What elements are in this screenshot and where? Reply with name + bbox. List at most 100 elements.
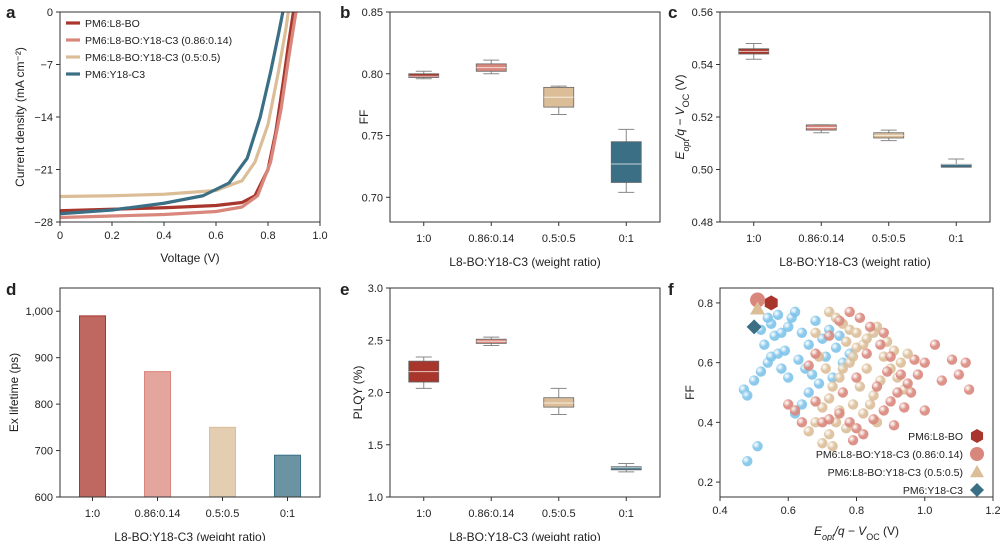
panel-f-scatter-point xyxy=(783,372,794,383)
panel-f-scatter-point xyxy=(851,327,862,338)
panel-d-bar xyxy=(79,315,106,498)
panel-b-y-tick-label: 0.70 xyxy=(362,192,383,204)
panel-f-scatter-point xyxy=(834,372,845,383)
panel-f-scatter-point xyxy=(919,405,930,416)
panel-f-scatter-point xyxy=(885,351,896,362)
panel-f-scatter-point xyxy=(796,327,808,338)
panel-d-y-tick-label: 1,000 xyxy=(25,306,53,318)
panel-letter-d: d xyxy=(6,280,16,299)
panel-a-y-tick-label: −14 xyxy=(34,112,53,124)
panel-e-y-axis-label: PLQY (%) xyxy=(351,366,365,420)
panel-f-x-axis-label: Eopt/q − VOC (V) xyxy=(814,524,899,541)
panel-c-voltage-loss-boxplot: 0.48 0.50 0.52 0.54 0.56 1:0 0.86:0.14 0.5:0.5 0… xyxy=(673,7,991,269)
panel-f-scatter-point xyxy=(748,375,760,386)
panel-a-y-tick-label: −28 xyxy=(34,217,53,229)
panel-f-scatter-point xyxy=(868,414,879,425)
panel-f-legend-marker xyxy=(970,429,984,443)
panel-f-scatter-point xyxy=(803,426,814,437)
panel-a-y-tick-label: −7 xyxy=(40,60,53,72)
panel-a-jv-curves: 0 −7 −14 −21 −28 0 0.2 0.4 0.6 0.8 1.0 Voltage (V) C… xyxy=(13,7,328,265)
panel-e-x-tick-label: 1:0 xyxy=(416,508,431,520)
panel-f-scatter-point xyxy=(820,363,831,374)
panel-d-y-tick-label: 900 xyxy=(35,353,53,365)
panel-f-legend-label: PM6:L8-BO xyxy=(908,431,963,443)
panel-f-scatter-point xyxy=(796,399,808,410)
panel-f-scatter-point xyxy=(742,390,753,401)
panel-f-scatter-point xyxy=(844,417,855,428)
panel-e-x-tick-label: 0:1 xyxy=(619,508,634,520)
panel-d-x-axis-label: L8-BO:Y18-C3 (weight ratio) xyxy=(114,530,265,541)
panel-c-y-axis-label: Eopt/q − VOC (V) xyxy=(673,74,691,159)
panel-a-x-tick-label: 0.4 xyxy=(156,230,171,242)
panel-f-scatter-point xyxy=(803,360,814,371)
panel-f-scatter-point xyxy=(834,315,845,327)
panel-f-scatter-point xyxy=(824,306,835,318)
panel-f-scatter-point xyxy=(844,306,855,318)
panel-f-scatter-point xyxy=(824,429,835,440)
panel-f-scatter-point xyxy=(810,327,821,338)
panel-f-scatter-point xyxy=(953,369,965,380)
panel-f-scatter-point xyxy=(783,399,794,410)
panel-a-legend-label: PM6:L8-BO:Y18-C3 (0.86:0.14) xyxy=(85,35,232,47)
panel-f-scatter-point xyxy=(847,351,859,362)
panel-f-ff-scatter: 0.2 0.4 0.6 0.8 0.4 0.6 0.8 1.0 1.2 Eopt/q − VOC … xyxy=(683,287,1000,541)
panel-letter-a: a xyxy=(6,3,16,22)
panel-a-legend-label: PM6:Y18-C3 xyxy=(85,69,145,81)
panel-c-x-tick-label: 0:1 xyxy=(949,233,964,245)
panel-f-scatter-point xyxy=(936,375,948,386)
panel-f-scatter-point xyxy=(854,312,866,324)
panel-d-bar xyxy=(209,426,236,498)
panel-f-x-tick-label: 0.4 xyxy=(712,505,727,517)
panel-b-x-tick-label: 0.86:0.14 xyxy=(468,233,514,245)
panel-a-legend-label: PM6:L8-BO xyxy=(85,18,140,30)
panel-f-scatter-point xyxy=(882,366,893,377)
panel-f-scatter-point xyxy=(905,387,917,398)
panel-f-scatter-point xyxy=(871,381,883,392)
panel-f-scatter-point xyxy=(861,333,872,344)
panel-f-scatter-point xyxy=(806,369,818,380)
panel-d-x-tick-label: 0:1 xyxy=(280,508,295,520)
panel-f-scatter-point xyxy=(851,423,862,434)
panel-f-scatter-point xyxy=(858,408,869,419)
panel-c-y-tick-label: 0.48 xyxy=(692,217,713,229)
panel-f-scatter-point xyxy=(789,405,801,416)
panel-f-scatter-point xyxy=(875,339,886,350)
panel-c-x-axis-label: L8-BO:Y18-C3 (weight ratio) xyxy=(779,255,930,269)
panel-f-scatter-point xyxy=(892,387,903,398)
panel-f-scatter-point xyxy=(841,336,852,347)
panel-e-x-tick-label: 0.86:0.14 xyxy=(468,508,514,520)
panel-f-scatter-point xyxy=(885,396,896,407)
panel-a-x-tick-label: 0.8 xyxy=(260,230,275,242)
panel-f-scatter-point xyxy=(854,381,866,392)
panel-e-y-tick-label: 3.0 xyxy=(368,283,383,295)
panel-f-scatter-point xyxy=(752,441,763,452)
panel-b-box xyxy=(408,73,440,78)
panel-f-y-tick-label: 0.4 xyxy=(698,417,713,429)
panel-f-scatter-point xyxy=(755,366,767,377)
panel-f-scatter-point xyxy=(899,402,910,413)
panel-f-x-tick-label: 1.2 xyxy=(985,505,1000,517)
panel-f-scatter-point xyxy=(824,393,835,404)
panel-f-scatter-point xyxy=(803,339,814,350)
panel-c-x-tick-label: 0.86:0.14 xyxy=(798,233,844,245)
panel-e-y-tick-label: 2.0 xyxy=(368,388,383,400)
panel-a-x-tick-label: 0.2 xyxy=(104,230,119,242)
panel-a-series-line-3 xyxy=(60,12,285,216)
panel-f-highlight-marker xyxy=(750,301,766,315)
panel-f-scatter-point xyxy=(868,390,879,401)
panel-f-legend-marker xyxy=(970,465,984,478)
panel-f-scatter-point xyxy=(895,369,907,380)
panel-b-box xyxy=(610,141,642,183)
panel-letter-b: b xyxy=(340,3,350,22)
panel-b-plot-frame xyxy=(389,11,661,223)
panel-c-y-tick-label: 0.56 xyxy=(692,7,713,19)
panel-f-scatter-point xyxy=(776,327,787,338)
panel-f-scatter-point xyxy=(759,339,770,350)
panel-c-y-tick-label: 0.54 xyxy=(692,60,713,72)
panel-f-scatter-point xyxy=(834,330,845,341)
panel-f-scatter-point xyxy=(776,363,787,374)
panel-a-y-tick-label: −21 xyxy=(34,165,53,177)
panel-f-scatter-point xyxy=(742,455,753,467)
panel-a-y-axis-label: Current density (mA cm⁻²) xyxy=(13,47,27,187)
panel-f-y-tick-label: 0.2 xyxy=(698,477,713,489)
